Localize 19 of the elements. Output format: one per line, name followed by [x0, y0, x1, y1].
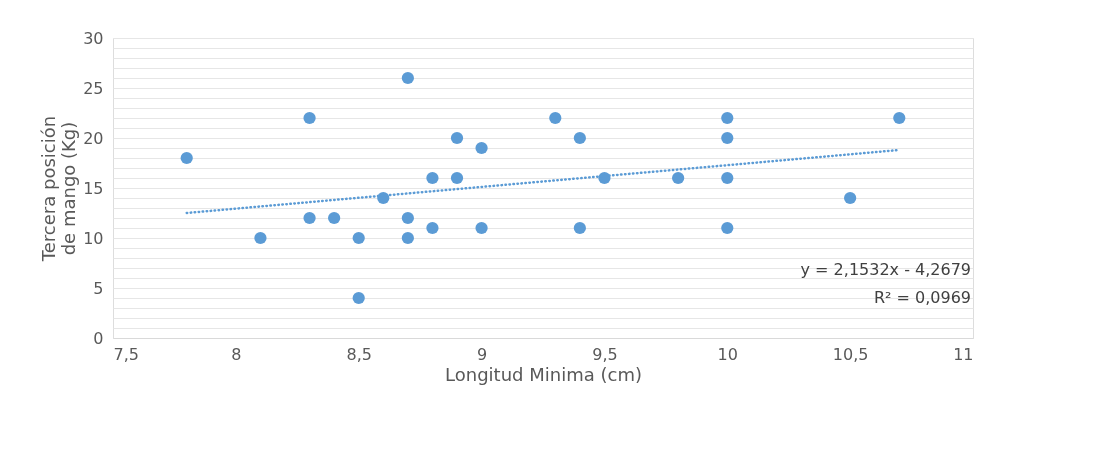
y-tick-label: 5 — [93, 278, 104, 298]
x-tick-label: 10,5 — [832, 344, 869, 364]
y-tick-label: 25 — [83, 78, 104, 98]
x-tick-label: 11 — [953, 344, 974, 364]
x-tick-label: 10 — [717, 344, 738, 364]
x-tick-label: 9 — [476, 344, 488, 364]
x-tick-label: 8 — [231, 344, 242, 364]
y-tick-label: 20 — [83, 128, 104, 148]
y-tick-label: 15 — [83, 178, 104, 198]
y-tick-label: 10 — [83, 228, 104, 248]
annotation: R² = 0,0969 — [873, 288, 971, 307]
x-tick-label: 8,5 — [346, 344, 372, 364]
x-axis-title: Longitud Minima (cm) — [445, 363, 642, 385]
annotation: y = 2,1532x - 4,2679 — [800, 260, 971, 279]
x-tick-label: 7,5 — [113, 344, 139, 364]
y-tick-label: 30 — [83, 28, 104, 48]
y-axis-title: Tercera posición de mango (Kg) — [38, 115, 80, 263]
x-tick-label: 9,5 — [592, 344, 618, 364]
y-tick-label: 0 — [93, 328, 104, 348]
